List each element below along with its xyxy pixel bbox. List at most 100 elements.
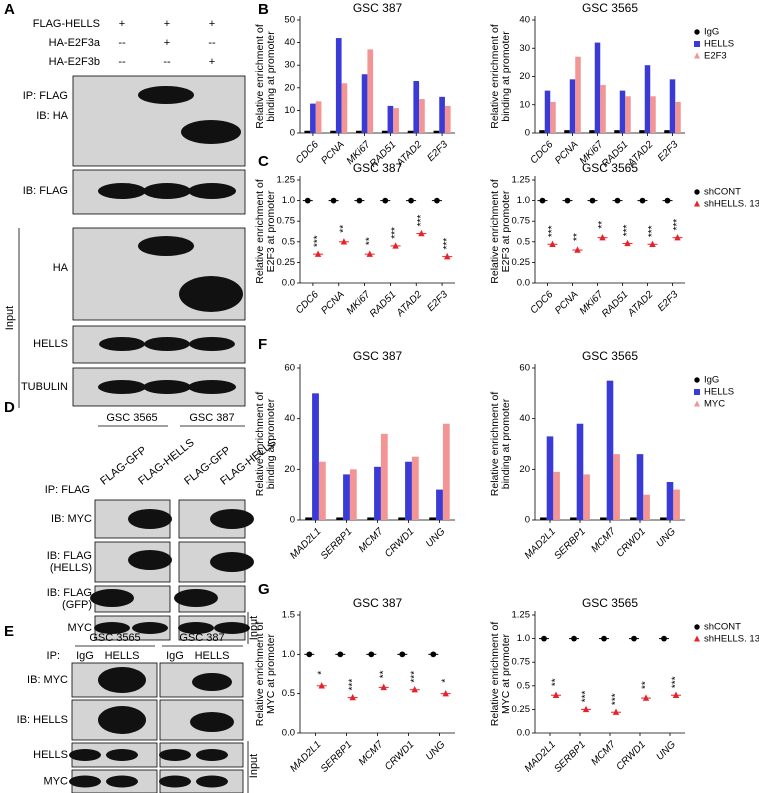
bar [575, 56, 581, 133]
band [98, 380, 146, 394]
marker [694, 29, 700, 35]
bar [675, 101, 681, 133]
ip-label: IP: [47, 650, 60, 662]
bar [550, 101, 556, 133]
x-tick-label: ATAD2 [394, 289, 425, 320]
bar [644, 65, 651, 133]
bar [576, 423, 584, 520]
x-tick-label: CRWD1 [614, 526, 648, 560]
bar [336, 517, 344, 520]
y-tick-label: 0.5 [517, 680, 530, 691]
bar [614, 130, 620, 133]
lane-mark: -- [208, 37, 216, 49]
x-tick-label: UNG [424, 739, 448, 763]
ib-label: IB: FLAG [47, 587, 92, 599]
x-tick-label: SERBP1 [319, 526, 355, 562]
y-tick-label: 0.5 [282, 688, 295, 699]
band [188, 380, 236, 394]
group-label: GSC 3565 [89, 632, 140, 644]
input-label: MYC [44, 775, 69, 787]
x-tick-label: UNG [654, 739, 678, 763]
y-axis-label: Relative enrichment of [489, 24, 501, 129]
y-tick-label: 1.25 [277, 175, 296, 186]
y-tick-label: 50 [284, 15, 295, 26]
y-tick-label: 0.25 [512, 257, 531, 268]
bar [669, 79, 676, 133]
bar [374, 466, 381, 520]
bar [413, 81, 420, 133]
bar [442, 423, 450, 520]
bar [367, 49, 374, 133]
lane-mark: -- [163, 56, 171, 68]
band [181, 120, 241, 144]
bar [673, 489, 680, 520]
x-tick-label: CDC6 [294, 289, 321, 316]
y-tick-label: 40 [519, 15, 530, 26]
bar [356, 130, 362, 133]
marker [694, 389, 700, 395]
significance-label: ** [597, 221, 608, 229]
legend-label: shHELLS. 1308 [704, 634, 759, 645]
significance-label: *** [313, 235, 324, 247]
y-tick-label: 1.25 [512, 610, 531, 621]
band [174, 589, 218, 607]
y-tick-label: 20 [519, 464, 530, 475]
x-tick-label: E2F3 [425, 139, 450, 164]
input-label: Input [248, 616, 260, 640]
y-axis-label: Relative enrichment of [489, 622, 501, 727]
significance-label: *** [581, 690, 592, 702]
y-tick-label: 20 [284, 82, 295, 93]
marker [694, 635, 700, 642]
y-axis-label: MYC at promoter [265, 634, 277, 714]
x-tick-label: CDC6 [294, 139, 321, 166]
x-tick-label: MAD2L1 [288, 739, 323, 774]
x-tick-label: MCM7 [589, 739, 618, 768]
band [138, 236, 194, 256]
marker [694, 624, 700, 630]
bar [636, 454, 644, 520]
bar [546, 436, 554, 520]
input-label: HELLS [33, 749, 68, 761]
y-tick-label: 1.0 [282, 195, 295, 206]
bar [335, 38, 342, 133]
legend-label: HELLS [704, 39, 734, 50]
bar [330, 130, 336, 133]
marker [694, 377, 700, 383]
group-label: GSC 3565 [106, 412, 157, 424]
y-tick-label: 40 [284, 37, 295, 48]
bar [367, 517, 375, 520]
bar [405, 461, 412, 520]
x-tick-label: MCM7 [357, 526, 386, 555]
band [94, 622, 130, 634]
significance-label: *** [622, 225, 633, 237]
y-tick-label: 40 [284, 413, 295, 424]
y-tick-label: 10 [284, 105, 295, 116]
bar [664, 130, 670, 133]
lane-mark: -- [118, 56, 126, 68]
x-tick-label: CRWD1 [383, 526, 417, 560]
band [90, 589, 134, 607]
significance-label: *** [347, 679, 358, 691]
band [210, 552, 254, 572]
input-label: Input [4, 306, 16, 330]
y-tick-label: 0.25 [277, 257, 296, 268]
marker [442, 689, 449, 697]
band [132, 622, 168, 634]
chart-title: GSC 3565 [582, 349, 638, 363]
bar [650, 96, 656, 133]
bar [600, 517, 607, 520]
x-tick-label: CRWD1 [383, 739, 417, 773]
input-label: TUBULIN [21, 381, 68, 393]
x-tick-label: CDC6 [528, 139, 555, 166]
band [159, 749, 191, 761]
ip-label: IP: FLAG [45, 484, 90, 496]
marker [694, 400, 700, 407]
significance-label: *** [390, 227, 401, 239]
significance-label: * [440, 679, 451, 683]
band [106, 749, 138, 761]
bar [361, 74, 368, 133]
y-axis-label: binding at promoter [500, 398, 512, 489]
bar [589, 130, 595, 133]
input-label: Input [248, 754, 260, 778]
